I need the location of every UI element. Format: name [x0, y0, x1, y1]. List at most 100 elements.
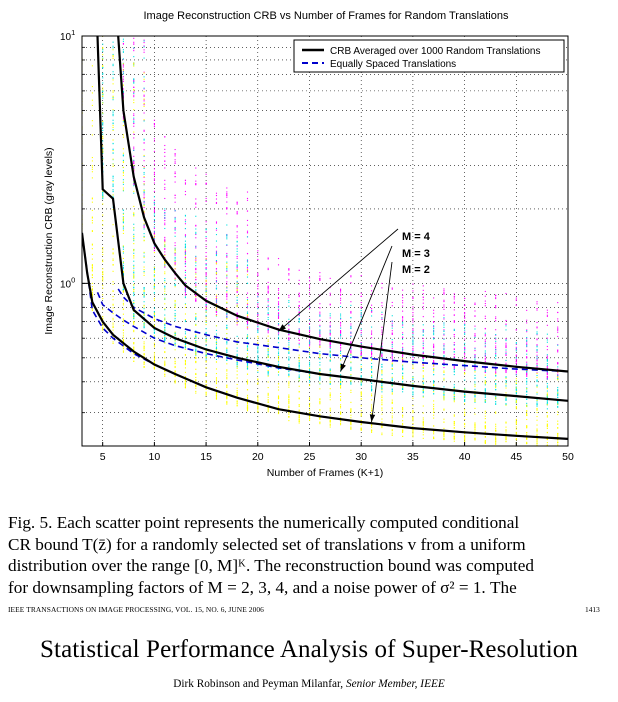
scatter-point — [329, 382, 331, 385]
scatter-point — [340, 407, 342, 409]
scatter-point — [308, 365, 311, 367]
scatter-point — [226, 298, 228, 300]
scatter-point — [226, 351, 228, 354]
scatter-point — [164, 303, 166, 305]
scatter-point — [319, 421, 321, 423]
scatter-point — [443, 314, 445, 316]
scatter-point — [298, 415, 300, 417]
scatter-point — [236, 235, 238, 237]
scatter-point — [195, 340, 197, 343]
scatter-point — [329, 420, 331, 422]
scatter-point — [546, 354, 548, 356]
scatter-point — [195, 340, 197, 342]
scatter-point — [443, 356, 445, 358]
scatter-point — [381, 366, 383, 368]
scatter-point — [308, 361, 311, 363]
scatter-point — [391, 401, 393, 403]
scatter-point — [184, 251, 187, 253]
scatter-point — [340, 302, 342, 304]
scatter-point — [164, 179, 166, 181]
scatter-point — [174, 286, 176, 288]
scatter-point — [102, 220, 104, 222]
scatter-point — [402, 386, 404, 388]
scatter-point — [402, 375, 404, 377]
scatter-point — [246, 382, 249, 384]
scatter-point — [184, 282, 187, 284]
scatter-point — [91, 282, 93, 284]
scatter-point — [215, 301, 218, 303]
scatter-point — [298, 292, 300, 294]
scatter-point — [288, 279, 290, 281]
scatter-point — [102, 268, 104, 270]
scatter-point — [422, 331, 424, 333]
scatter-point — [164, 330, 166, 332]
scatter-point — [122, 252, 124, 254]
scatter-point — [340, 297, 342, 299]
scatter-point — [122, 264, 124, 266]
scatter-point — [112, 112, 114, 114]
scatter-point — [277, 342, 280, 344]
scatter-point — [557, 394, 559, 396]
scatter-point — [122, 230, 124, 232]
scatter-point — [422, 308, 424, 310]
scatter-point — [433, 405, 435, 407]
scatter-point — [205, 339, 207, 341]
scatter-point — [215, 251, 218, 253]
scatter-point — [288, 402, 290, 404]
scatter-point — [484, 303, 486, 305]
scatter-point — [102, 50, 104, 52]
scatter-point — [205, 272, 207, 274]
scatter-point — [453, 395, 455, 398]
scatter-point — [143, 313, 145, 316]
scatter-point — [433, 338, 435, 340]
scatter-point — [184, 253, 187, 255]
scatter-point — [526, 380, 528, 382]
scatter-point — [195, 349, 197, 351]
scatter-point — [143, 261, 145, 263]
scatter-point — [474, 434, 476, 436]
scatter-point — [133, 227, 135, 229]
scatter-point — [174, 315, 176, 317]
scatter-point — [277, 374, 280, 376]
scatter-point — [329, 392, 331, 394]
scatter-point — [505, 325, 507, 327]
scatter-point — [360, 427, 362, 429]
scatter-point — [412, 426, 414, 428]
scatter-point — [226, 291, 228, 293]
scatter-point — [91, 230, 93, 233]
scatter-point — [133, 168, 135, 170]
scatter-point — [443, 421, 445, 423]
scatter-point — [371, 362, 373, 365]
scatter-point — [133, 183, 135, 185]
scatter-point — [433, 316, 435, 318]
scatter-point — [112, 252, 114, 254]
scatter-point — [112, 319, 114, 321]
scatter-point — [174, 155, 176, 157]
scatter-point — [195, 357, 197, 359]
scatter-point — [412, 386, 414, 388]
scatter-point — [464, 399, 466, 401]
scatter-point — [557, 393, 559, 395]
scatter-point — [474, 360, 476, 362]
scatter-point — [422, 383, 424, 385]
scatter-point — [474, 333, 476, 335]
scatter-point — [153, 354, 155, 356]
scatter-point — [308, 339, 311, 341]
scatter-point — [453, 436, 455, 438]
scatter-point — [257, 274, 259, 276]
scatter-point — [536, 327, 538, 329]
scatter-point — [257, 397, 259, 399]
scatter-point — [412, 376, 414, 378]
scatter-point — [205, 328, 207, 330]
scatter-point — [474, 395, 476, 397]
scatter-point — [443, 292, 445, 294]
scatter-point — [267, 371, 269, 373]
scatter-point — [143, 78, 145, 80]
scatter-point — [205, 311, 207, 313]
scatter-point — [205, 236, 207, 238]
scatter-point — [164, 222, 166, 224]
scatter-point — [474, 423, 476, 425]
scatter-point — [350, 342, 352, 344]
scatter-point — [453, 427, 455, 429]
scatter-point — [391, 367, 393, 369]
